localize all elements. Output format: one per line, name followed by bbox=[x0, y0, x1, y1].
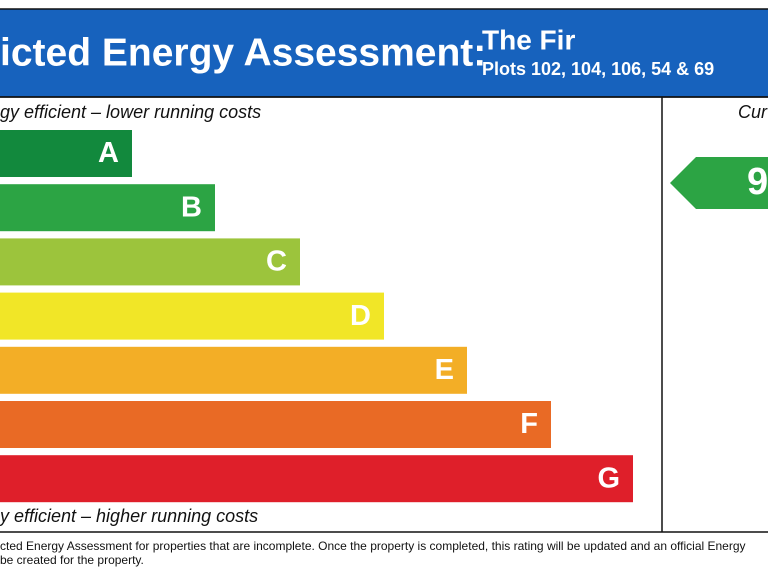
band-letter: C bbox=[266, 246, 287, 278]
band-letter: G bbox=[597, 462, 620, 494]
footer-line: be created for the property. bbox=[0, 553, 144, 567]
bottom-note: y efficient – higher running costs bbox=[0, 506, 258, 526]
band-letter: A bbox=[98, 137, 119, 169]
header-title: icted Energy Assessment: bbox=[0, 31, 486, 74]
band-bar bbox=[0, 346, 467, 394]
band-letter: E bbox=[435, 354, 454, 386]
band-bar bbox=[0, 401, 551, 448]
current-rating: 9 bbox=[747, 161, 768, 203]
band-letter: D bbox=[350, 300, 371, 332]
frame bbox=[0, 96, 768, 533]
current-heading: Cur bbox=[738, 102, 768, 122]
band-letter: F bbox=[520, 408, 538, 440]
header-band bbox=[0, 8, 768, 98]
house-name: The Fir bbox=[482, 24, 575, 55]
band-bar bbox=[0, 238, 300, 286]
band-bar bbox=[0, 184, 215, 232]
band-bar bbox=[0, 455, 633, 503]
top-note: gy efficient – lower running costs bbox=[0, 102, 261, 122]
band-letter: B bbox=[181, 191, 202, 223]
plots: Plots 102, 104, 106, 54 & 69 bbox=[482, 59, 714, 79]
band-bar bbox=[0, 130, 132, 177]
current-arrow bbox=[670, 157, 768, 209]
band-bar bbox=[0, 292, 384, 340]
footer-line: cted Energy Assessment for properties th… bbox=[0, 539, 746, 553]
